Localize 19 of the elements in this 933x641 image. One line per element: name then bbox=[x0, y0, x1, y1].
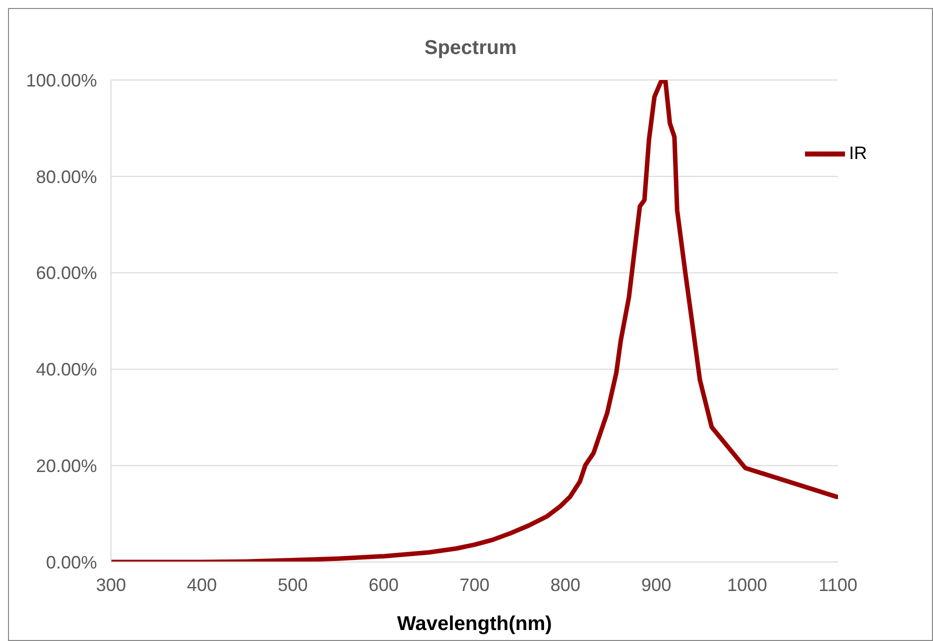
line-series bbox=[111, 80, 838, 562]
x-tick-label: 300 bbox=[96, 574, 126, 595]
x-tick-label: 800 bbox=[550, 574, 580, 595]
x-tick-label: 500 bbox=[278, 574, 308, 595]
legend-label: IR bbox=[849, 142, 867, 163]
x-tick-label: 1100 bbox=[818, 574, 858, 595]
x-tick-label: 700 bbox=[459, 574, 490, 595]
chart-title: Spectrum bbox=[423, 37, 518, 60]
y-tick-label: 0.00% bbox=[46, 552, 97, 572]
y-tick-label: 80.00% bbox=[36, 166, 97, 187]
y-tick-label: 20.00% bbox=[36, 456, 97, 476]
x-tick-label: 1000 bbox=[727, 574, 768, 595]
x-axis-title: Wavelength(nm) bbox=[397, 613, 552, 635]
x-tick-label: 400 bbox=[186, 574, 217, 595]
y-tick-label: 60.00% bbox=[36, 263, 97, 284]
x-tick-label: 900 bbox=[641, 574, 672, 595]
x-tick-label: 600 bbox=[368, 574, 399, 595]
y-tick-label: 100.00% bbox=[26, 70, 97, 90]
y-tick-label: 40.00% bbox=[36, 360, 97, 380]
